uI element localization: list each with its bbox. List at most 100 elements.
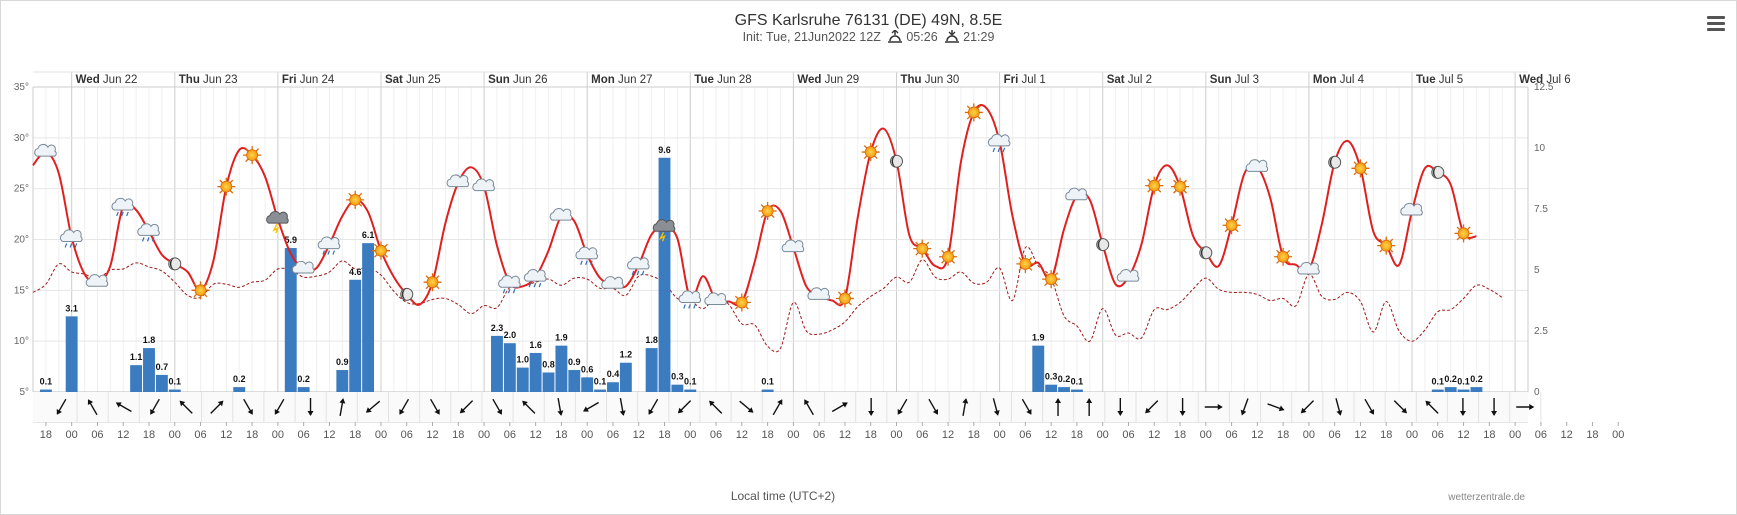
sun-icon [1453, 223, 1474, 244]
x-tick-label: 18 [1380, 429, 1392, 441]
axes [32, 71, 1619, 426]
rain-icon [60, 230, 82, 248]
sun-icon [1041, 269, 1061, 289]
wind-row [33, 392, 1542, 422]
sun-icon [757, 201, 778, 221]
sun-icon [912, 238, 932, 259]
thunder-icon [265, 210, 289, 234]
day-label: Fri Jul 1 [1004, 74, 1046, 86]
day-label-dow: Wed [1519, 74, 1546, 86]
x-tick-label: 18 [968, 429, 980, 441]
x-tick-label: 00 [890, 429, 902, 441]
precip-value-label: 0.9 [568, 357, 581, 367]
cloud-icon [549, 208, 573, 221]
precip-bar [1032, 345, 1045, 392]
x-tick-label: 12 [1354, 429, 1366, 441]
x-tick-label: 06 [91, 429, 103, 441]
precip-bar [516, 367, 529, 392]
cloud-icon [1245, 159, 1269, 172]
x-tick-label: 12 [220, 429, 232, 441]
wind-row-bg [33, 392, 1528, 422]
sunset-icon [944, 30, 960, 44]
sun-icon [938, 247, 958, 267]
x-tick-label: 00 [993, 429, 1005, 441]
x-axis-title: Local time (UTC+2) [731, 489, 835, 503]
day-label-dow: Mon [1313, 74, 1340, 86]
cloud-icon [781, 239, 805, 253]
precip-bar [1444, 387, 1457, 392]
day-label-date: Jun 30 [925, 74, 960, 86]
x-tick-label: 18 [143, 429, 155, 441]
precip-value-label: 6.1 [362, 230, 375, 240]
precip-value-label: 0.1 [1457, 377, 1470, 387]
precip-bar [1058, 387, 1070, 392]
cloud-icon [85, 274, 109, 287]
day-label-date: Jul 2 [1128, 74, 1152, 86]
precip-value-label: 2.0 [504, 330, 517, 340]
cloud-icon [1297, 261, 1320, 275]
precip-value-label: 1.6 [529, 340, 542, 350]
cloud-icon [1400, 202, 1423, 216]
sun-icon [216, 176, 236, 197]
day-label: Wed Jun 29 [797, 74, 859, 86]
precip-bar [594, 389, 607, 392]
precip-bar [284, 248, 297, 392]
x-tick-label: 06 [1329, 429, 1341, 441]
day-label-dow: Tue [1416, 74, 1439, 86]
chart-subtitle: Init: Tue, 21Jun2022 12Z 05:26 21:29 [0, 29, 1737, 44]
x-tick-label: 18 [865, 429, 877, 441]
day-label-dow: Wed [797, 74, 824, 86]
y-right-tick-label: 12.5 [1534, 82, 1554, 93]
x-tick-label: 18 [1174, 429, 1186, 441]
precip-bar [130, 365, 143, 392]
day-label-date: Jul 5 [1439, 74, 1463, 86]
precip-bar [168, 389, 181, 392]
y-right-tick-label: 7.5 [1534, 204, 1548, 215]
precip-bar [362, 243, 375, 392]
x-tick-label: 12 [633, 429, 645, 441]
precip-value-label: 0.2 [1058, 374, 1071, 384]
x-tick-label: 06 [1535, 429, 1547, 441]
precip-value-label: 0.4 [607, 369, 620, 379]
day-label: Tue Jul 5 [1416, 74, 1463, 86]
precip-bar [1070, 389, 1083, 392]
moon-icon [1096, 238, 1110, 252]
y-left-tick-label: 35° [14, 82, 29, 93]
day-label-date: Jul 4 [1340, 74, 1365, 86]
rain-icon [988, 134, 1010, 152]
precip-bar [607, 382, 619, 392]
cloud-icon [1116, 269, 1140, 282]
x-tick-label: 18 [246, 429, 258, 441]
credit-text: wetterzentrale.de [1447, 492, 1525, 503]
x-tick-label: 18 [1071, 429, 1083, 441]
precip-bar [297, 387, 310, 392]
precip-bar [65, 316, 78, 392]
precip-bar [619, 362, 632, 392]
sun-icon [1376, 235, 1396, 256]
day-label: Wed Jun 22 [76, 74, 138, 86]
precip-bar [684, 389, 697, 392]
precip-bar [491, 335, 503, 392]
sun-icon [1015, 254, 1036, 274]
x-tick-label: 12 [1148, 429, 1160, 441]
rain-icon [576, 247, 598, 265]
precip-bar [1431, 389, 1444, 392]
precip-value-label: 0.1 [40, 377, 53, 387]
precip-bar [503, 343, 516, 392]
day-label-date: Jun 24 [300, 74, 335, 86]
x-tick-label: 00 [581, 429, 593, 441]
day-label-date: Jun 22 [103, 74, 138, 86]
x-tick-label: 06 [1122, 429, 1134, 441]
sun-icon [371, 241, 391, 261]
precip-value-label: 2.3 [491, 323, 504, 333]
precip-bar [761, 389, 774, 392]
hamburger-menu-icon[interactable] [1707, 16, 1725, 32]
moon-icon [1328, 155, 1342, 169]
day-label-date: Jun 28 [717, 74, 752, 86]
x-tick-label: 00 [1509, 429, 1521, 441]
x-tick-label: 00 [684, 429, 696, 441]
x-tick-label: 06 [1225, 429, 1237, 441]
precip-bar [233, 387, 246, 392]
x-tick-label: 06 [401, 429, 413, 441]
